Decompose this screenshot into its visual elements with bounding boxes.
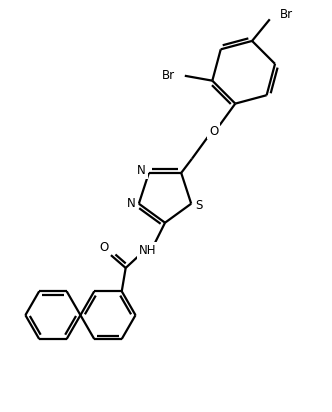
Text: NH: NH <box>138 244 156 257</box>
Text: Br: Br <box>280 8 293 21</box>
Text: N: N <box>137 164 146 178</box>
Text: O: O <box>209 125 218 138</box>
Text: Br: Br <box>162 69 175 82</box>
Text: N: N <box>127 197 136 210</box>
Text: O: O <box>99 241 109 254</box>
Text: S: S <box>195 199 203 212</box>
